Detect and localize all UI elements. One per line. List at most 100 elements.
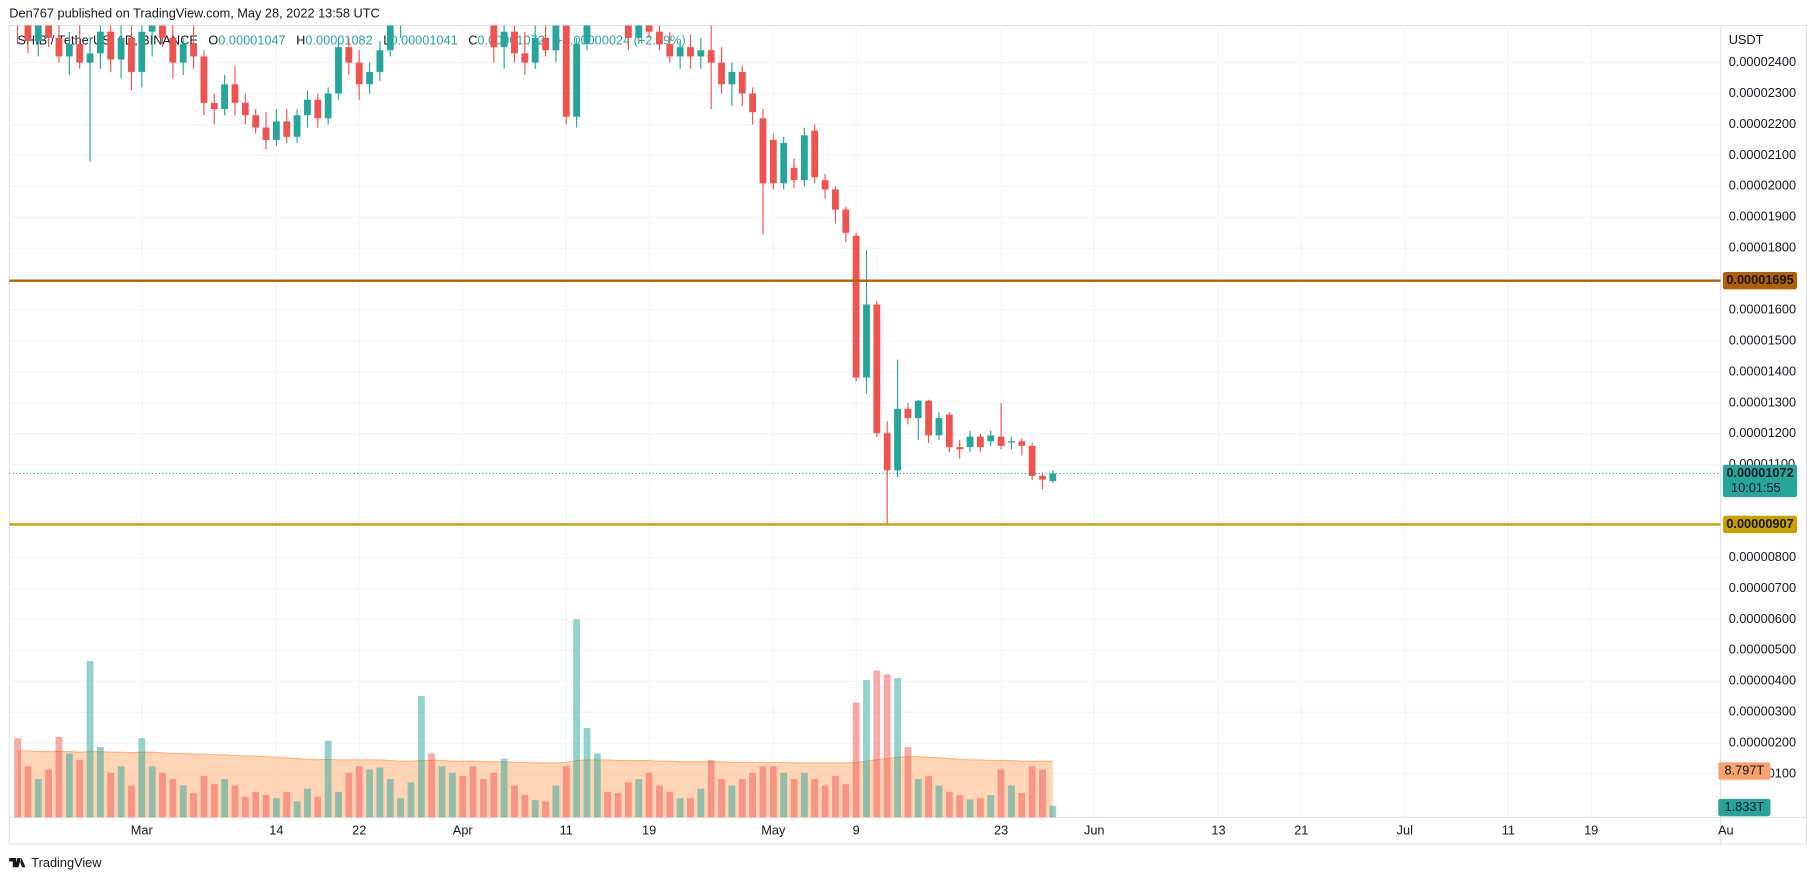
x-tick-label: 19 — [1584, 823, 1598, 838]
candle-body — [1049, 473, 1057, 482]
volume-bar — [604, 791, 612, 818]
volume-bar — [687, 798, 694, 818]
candle-body — [293, 115, 301, 137]
volume-bar — [645, 772, 653, 818]
candle-body — [976, 436, 984, 448]
volume-bar — [635, 779, 643, 818]
legend-label: H — [296, 33, 305, 48]
volume-bar — [252, 791, 260, 818]
last-price-label: 0.00001072 — [1726, 465, 1793, 480]
x-tick-label: 19 — [642, 823, 656, 838]
y-tick-label: 0.00000400 — [1729, 673, 1796, 688]
level-tag — [1722, 515, 1798, 534]
candle-body — [55, 37, 63, 57]
candle-body — [656, 31, 663, 45]
candle-body — [138, 31, 146, 72]
volume-bar — [542, 801, 549, 818]
candle-body — [800, 135, 808, 181]
candle-body — [252, 115, 260, 128]
volume-bar — [914, 779, 922, 818]
volume-bar — [925, 775, 933, 818]
y-tick-label: 0.00001900 — [1729, 209, 1796, 224]
volume-bar — [107, 772, 115, 818]
candle-body — [355, 62, 363, 85]
volume-tag-label: 1.833T — [1725, 799, 1765, 814]
volume-bar — [718, 779, 725, 818]
volume-bar — [366, 769, 373, 818]
candle-body — [304, 99, 311, 116]
volume-bar — [469, 766, 477, 818]
candle-body — [65, 44, 73, 57]
candle-body — [945, 414, 953, 448]
y-tick-label: 0.00001500 — [1729, 332, 1796, 347]
candle-body — [821, 180, 829, 190]
legend-value: 0.00001047 — [218, 33, 285, 48]
volume-bar — [169, 779, 177, 818]
footer-logo — [9, 857, 26, 868]
volume-bar — [852, 702, 860, 818]
volume-bar — [86, 660, 94, 818]
candle-body — [542, 37, 549, 51]
volume-bar — [1049, 805, 1057, 818]
volume-bar — [221, 779, 229, 818]
candle-body — [738, 71, 746, 94]
candle-body — [283, 121, 291, 137]
volume-bar — [428, 753, 436, 818]
candle-body — [769, 139, 777, 184]
volume-bar — [159, 772, 166, 818]
x-tick-label: 11 — [1502, 823, 1515, 838]
y-tick-label: 0.00000800 — [1729, 549, 1796, 564]
volume-bar — [863, 680, 870, 818]
volume-bar — [956, 795, 964, 818]
candle-body — [624, 25, 632, 38]
volume-bar — [397, 798, 405, 818]
y-tick-label: 0.00000600 — [1729, 611, 1796, 626]
candle-body — [272, 121, 280, 140]
y-tick-label: 0.00000300 — [1729, 704, 1796, 719]
volume-bar — [293, 801, 301, 818]
volume-bar — [552, 785, 560, 818]
volume-bar — [117, 766, 125, 818]
candle-body — [914, 400, 922, 419]
candle-body — [335, 47, 342, 94]
volume-ma-tag — [1718, 762, 1771, 780]
candle-body — [107, 31, 115, 60]
y-tick-label: 0.00002100 — [1729, 147, 1796, 162]
volume-bar — [241, 796, 249, 818]
candle-body — [687, 47, 694, 57]
candle-body — [904, 408, 912, 419]
candle-body — [863, 304, 870, 378]
volume-bar — [987, 795, 995, 818]
candle-body — [1028, 445, 1036, 476]
candle-body — [179, 44, 187, 63]
publish-info: Den767 published on TradingView.com, May… — [9, 5, 379, 20]
candle-body — [956, 447, 964, 450]
candle-body — [1039, 475, 1046, 480]
candle-body — [987, 435, 995, 442]
chart-frame — [8, 24, 1807, 845]
volume-bar — [314, 796, 322, 818]
candle-body — [997, 436, 1005, 446]
x-tick-label: 23 — [994, 823, 1008, 838]
candle-body — [573, 44, 581, 117]
x-tick-label: Apr — [453, 823, 474, 838]
x-tick-label: 11 — [560, 823, 573, 838]
volume-bar — [966, 799, 974, 818]
x-tick-label: 21 — [1294, 823, 1308, 838]
volume-bar — [231, 785, 239, 818]
candle-body — [1018, 441, 1026, 446]
candle-body — [718, 62, 725, 85]
candle-body — [749, 93, 757, 113]
x-tick-label: Jul — [1397, 823, 1413, 838]
legend-label: C — [468, 33, 477, 48]
candle-body — [759, 118, 767, 184]
y-tick-label: 0.00001600 — [1729, 301, 1796, 316]
candle-body — [200, 56, 208, 103]
logo-icon — [9, 857, 26, 868]
volume-bar — [45, 769, 53, 818]
candle-body — [86, 53, 94, 63]
candle-body — [34, 25, 42, 41]
volume-bar — [738, 779, 746, 818]
y-tick-label: 0.00002400 — [1729, 54, 1796, 69]
